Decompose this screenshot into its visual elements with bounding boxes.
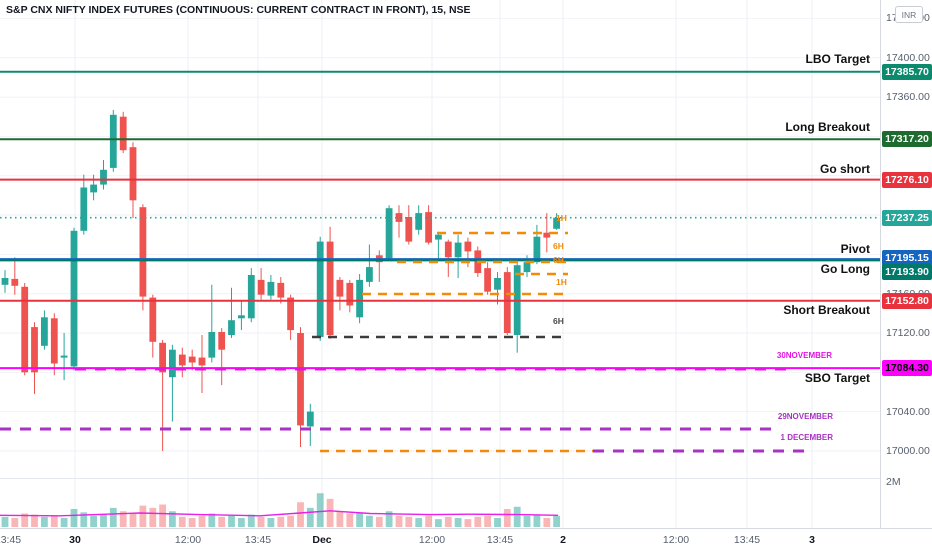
price-tick: 17000.00 [886, 445, 930, 457]
time-tick: 3 [809, 534, 815, 546]
price-badge-sbo-target: 17084.30 [882, 360, 932, 377]
time-tick: 12:00 [662, 534, 690, 546]
currency-toggle[interactable]: INR [895, 6, 923, 23]
time-tick: 30 [69, 534, 81, 546]
time-tick: Dec [312, 534, 332, 546]
date-label: 30NOVEMBER [776, 351, 832, 360]
time-tick: 13:45 [0, 534, 22, 546]
level-label-long-breakout: Long Breakout [785, 120, 870, 134]
session-tag-label: 6H [553, 241, 564, 251]
volume-scale-tick: 2M [886, 476, 901, 488]
symbol-title: S&P CNX NIFTY INDEX FUTURES (CONTINUOUS:… [6, 4, 471, 16]
price-badge-go-long: 17193.90 [882, 264, 932, 280]
price-badge-pivot: 17195.15 [882, 250, 932, 266]
price-badge-long-breakout: 17317.20 [882, 131, 932, 148]
time-tick: 13:45 [733, 534, 761, 546]
level-label-lbo-target: LBO Target [805, 52, 870, 66]
time-tick: 13:45 [244, 534, 272, 546]
level-label-pivot: Pivot [840, 242, 870, 256]
date-label: 29NOVEMBER [777, 412, 833, 421]
price-tick: 17040.00 [886, 405, 930, 418]
time-axis[interactable]: 13:45 30 12:00 13:45 Dec 12:00 13:45 2 12:00 13:4… [0, 528, 932, 550]
price-badge-current-price: 17237.25 [882, 209, 932, 226]
level-label-sbo-target: SBO Target [804, 371, 870, 385]
session-tag-label: 1H [556, 277, 567, 287]
price-tick: 17120.00 [886, 327, 930, 339]
price-tick: 17400.00 [886, 51, 930, 64]
level-label-go-long: Go Long [820, 262, 870, 276]
price-badge-go-short: 17276.10 [882, 171, 932, 188]
level-label-short-breakout: Short Breakout [783, 303, 870, 317]
session-tag-label: 6H [553, 255, 564, 265]
price-tick: 17360.00 [886, 91, 930, 104]
time-tick: 12:00 [418, 534, 446, 546]
price-badge-lbo-target: 17385.70 [882, 63, 932, 80]
level-label-go-short: Go short [820, 162, 870, 176]
date-label: 1 DECEMBER [780, 433, 833, 442]
time-tick: 12:00 [174, 534, 202, 546]
time-tick: 2 [560, 534, 566, 546]
session-tag-label: 6H [553, 316, 564, 326]
price-badge-short-breakout: 17152.80 [882, 292, 932, 309]
pane-separator[interactable] [0, 478, 880, 479]
time-tick: 13:45 [486, 534, 514, 546]
price-axis[interactable]: 17440.00 INR 17400.0017360.0017160.00171… [880, 0, 932, 528]
session-tag-label: 1H [556, 213, 567, 223]
